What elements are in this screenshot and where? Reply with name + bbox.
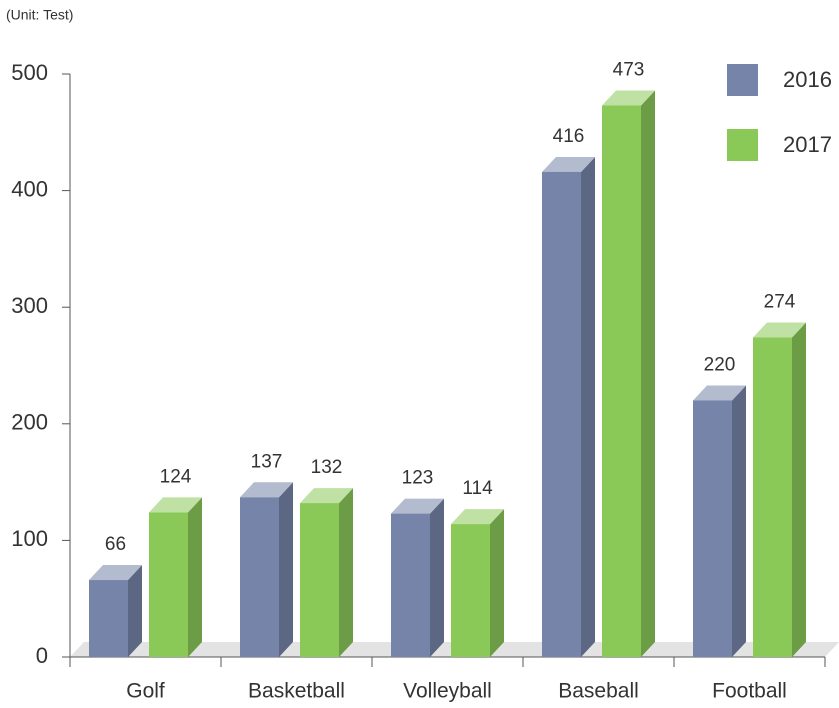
bar bbox=[753, 337, 792, 657]
bar bbox=[149, 512, 188, 657]
y-tick-label: 200 bbox=[11, 410, 48, 435]
value-label: 274 bbox=[764, 292, 796, 313]
x-tick-label: Basketball bbox=[248, 680, 345, 703]
unit-note: (Unit: Test) bbox=[6, 7, 73, 23]
bar-side bbox=[279, 482, 293, 657]
legend-label: 2016 bbox=[783, 67, 832, 92]
y-tick-label: 400 bbox=[11, 176, 48, 201]
y-tick-label: 500 bbox=[11, 60, 48, 85]
bar-top bbox=[89, 565, 142, 581]
bar bbox=[89, 580, 128, 657]
y-tick-label: 0 bbox=[36, 643, 48, 668]
bar-side bbox=[128, 565, 142, 657]
bar-top bbox=[300, 488, 353, 504]
bar-side bbox=[581, 156, 595, 657]
x-tick-label: Volleyball bbox=[403, 680, 492, 703]
x-tick-label: Golf bbox=[126, 680, 165, 703]
bar-side bbox=[188, 497, 202, 657]
x-tick-label: Baseball bbox=[558, 680, 639, 703]
bar-side bbox=[339, 488, 353, 657]
bar-top bbox=[542, 156, 595, 172]
bar-side bbox=[792, 322, 806, 657]
bar bbox=[542, 171, 581, 657]
bar-top bbox=[391, 498, 444, 514]
bar-side bbox=[490, 509, 504, 657]
bar-top bbox=[451, 509, 504, 525]
legend-label: 2017 bbox=[783, 132, 832, 157]
bar bbox=[391, 513, 430, 657]
value-label: 132 bbox=[311, 457, 343, 478]
value-label: 473 bbox=[613, 59, 645, 80]
bar bbox=[240, 497, 279, 657]
bar bbox=[693, 400, 732, 657]
bar-top bbox=[693, 385, 746, 401]
value-label: 114 bbox=[462, 478, 493, 499]
y-tick-label: 300 bbox=[11, 293, 48, 318]
value-label: 66 bbox=[105, 534, 126, 555]
bar bbox=[300, 503, 339, 657]
bar-side bbox=[641, 90, 655, 658]
value-label: 416 bbox=[553, 126, 585, 147]
bar-top bbox=[753, 322, 806, 338]
value-label: 124 bbox=[160, 466, 192, 487]
legend-swatch bbox=[727, 64, 758, 96]
bar-side bbox=[732, 385, 746, 657]
bar-top bbox=[602, 90, 655, 106]
bar-top bbox=[149, 497, 202, 513]
bar-top bbox=[240, 482, 293, 498]
bar bbox=[602, 105, 641, 658]
value-label: 137 bbox=[251, 451, 283, 472]
value-label: 220 bbox=[704, 354, 736, 375]
legend-swatch bbox=[727, 129, 758, 161]
x-tick-label: Football bbox=[712, 680, 787, 703]
bar-side bbox=[430, 498, 444, 657]
bar bbox=[451, 524, 490, 657]
value-label: 123 bbox=[402, 468, 434, 489]
y-tick-label: 100 bbox=[11, 526, 48, 551]
